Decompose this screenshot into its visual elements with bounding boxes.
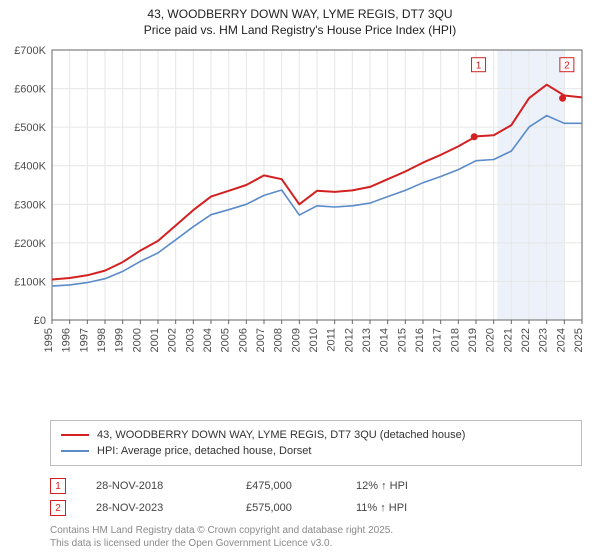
marker-price: £575,000 [246,502,326,514]
svg-text:2024: 2024 [555,328,567,352]
svg-text:2010: 2010 [308,328,320,352]
svg-text:2000: 2000 [131,328,143,352]
legend-swatch [61,450,89,452]
legend-row: HPI: Average price, detached house, Dors… [61,443,571,459]
svg-text:2019: 2019 [467,328,479,352]
svg-text:2013: 2013 [361,328,373,352]
marker-row: 1 28-NOV-2018 £475,000 12% ↑ HPI [50,475,476,497]
svg-text:2023: 2023 [538,328,550,352]
svg-text:£200K: £200K [14,238,46,250]
title-line2: Price paid vs. HM Land Registry's House … [0,22,600,38]
svg-text:2006: 2006 [237,328,249,352]
svg-text:2025: 2025 [573,328,585,352]
svg-text:2015: 2015 [396,328,408,352]
svg-text:2003: 2003 [184,328,196,352]
marker-pct: 11% ↑ HPI [356,502,476,514]
svg-text:2020: 2020 [485,328,497,352]
marker-table: 1 28-NOV-2018 £475,000 12% ↑ HPI 2 28-NOV-202… [50,475,476,519]
marker-date: 28-NOV-2023 [96,502,216,514]
svg-text:£100K: £100K [14,276,46,288]
marker-badge: 1 [50,478,66,494]
legend-label: HPI: Average price, detached house, Dors… [97,445,311,457]
svg-text:£600K: £600K [14,84,46,96]
chart-legend: 43, WOODBERRY DOWN WAY, LYME REGIS, DT7 … [50,420,582,466]
svg-text:2014: 2014 [379,328,391,352]
svg-text:2011: 2011 [326,328,338,352]
svg-text:£500K: £500K [14,122,46,134]
legend-row: 43, WOODBERRY DOWN WAY, LYME REGIS, DT7 … [61,427,571,443]
legend-swatch [61,434,89,436]
svg-text:£0: £0 [34,315,46,327]
marker-badge: 2 [50,500,66,516]
svg-text:2004: 2004 [202,328,214,352]
svg-text:1998: 1998 [96,328,108,352]
svg-text:2018: 2018 [449,328,461,352]
svg-text:1996: 1996 [61,328,73,352]
svg-text:2002: 2002 [167,328,179,352]
svg-text:1997: 1997 [78,328,90,352]
title-line1: 43, WOODBERRY DOWN WAY, LYME REGIS, DT7 … [0,6,600,22]
marker-price: £475,000 [246,480,326,492]
svg-text:2017: 2017 [432,328,444,352]
svg-text:1999: 1999 [114,328,126,352]
svg-text:2001: 2001 [149,328,161,352]
svg-text:2008: 2008 [273,328,285,352]
svg-text:1: 1 [476,61,482,72]
svg-text:2009: 2009 [290,328,302,352]
svg-text:1995: 1995 [43,328,55,352]
footer-line1: Contains HM Land Registry data © Crown c… [50,524,393,537]
svg-text:£400K: £400K [14,161,46,173]
marker-date: 28-NOV-2018 [96,480,216,492]
marker-row: 2 28-NOV-2023 £575,000 11% ↑ HPI [50,497,476,519]
svg-text:£700K: £700K [14,45,46,57]
svg-text:2005: 2005 [220,328,232,352]
legend-label: 43, WOODBERRY DOWN WAY, LYME REGIS, DT7 … [97,429,465,441]
chart-footer: Contains HM Land Registry data © Crown c… [50,524,393,550]
svg-text:2007: 2007 [255,328,267,352]
svg-text:2: 2 [564,61,570,72]
chart-title: 43, WOODBERRY DOWN WAY, LYME REGIS, DT7 … [0,0,600,38]
svg-text:2012: 2012 [343,328,355,352]
svg-text:2021: 2021 [502,328,514,352]
marker-pct: 12% ↑ HPI [356,480,476,492]
footer-line2: This data is licensed under the Open Gov… [50,537,393,550]
svg-text:£300K: £300K [14,199,46,211]
price-chart: £0 £100K £200K £300K £400K £500K £600K £700K 199… [12,44,588,374]
svg-text:2022: 2022 [520,328,532,352]
svg-text:2016: 2016 [414,328,426,352]
